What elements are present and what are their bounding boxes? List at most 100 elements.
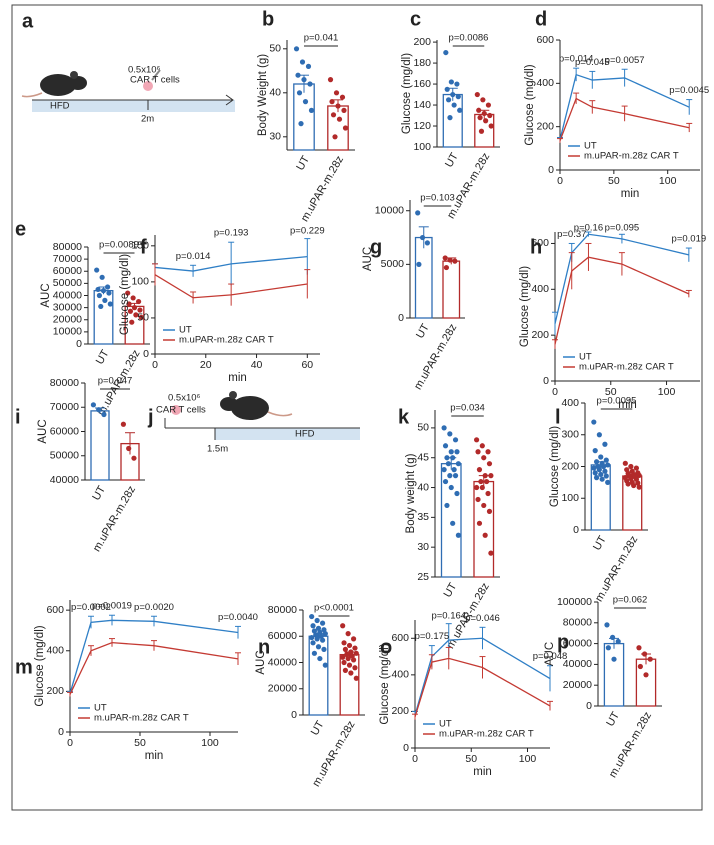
x-tick-label: UT (591, 534, 609, 553)
data-point (315, 644, 322, 650)
data-point (483, 118, 489, 124)
y-tick-label: 100 (561, 492, 579, 504)
x-tick-label: UT (90, 484, 108, 503)
y-axis-label: Glucose (mg/dl) (379, 643, 391, 724)
data-point (481, 502, 487, 509)
data-point (625, 481, 631, 487)
data-point (477, 115, 483, 121)
data-point (633, 465, 640, 471)
data-point (591, 419, 597, 425)
data-point (130, 295, 136, 301)
data-point (352, 665, 358, 671)
y-tick-label: 60000 (563, 637, 592, 649)
injection (143, 81, 153, 91)
data-point (592, 448, 598, 454)
y-axis-label: AUC (544, 642, 556, 666)
data-point (342, 125, 349, 131)
y-tick-label: 100000 (557, 596, 592, 608)
y-tick-label: 50000 (50, 450, 79, 462)
p-value: p=0.103 (420, 193, 455, 204)
data-point (447, 115, 453, 121)
y-tick-label: 40000 (53, 289, 82, 301)
data-point (450, 520, 456, 526)
data-point (344, 652, 350, 658)
data-point (448, 449, 454, 455)
data-point (442, 443, 449, 449)
panel-letter: n (258, 636, 270, 658)
y-tick-label: 0 (143, 348, 149, 360)
data-point (106, 290, 112, 296)
schematic-a: a 0.5x10⁶ CAR T cells HFD 2m (21, 10, 235, 125)
data-point (319, 620, 326, 626)
y-tick-label: 60000 (53, 265, 82, 277)
data-point (643, 672, 649, 678)
y-tick-label: 0 (76, 338, 82, 350)
y-tick-label: 80000 (53, 241, 82, 253)
data-point (131, 455, 137, 461)
p-value: p=0.019 (672, 234, 707, 245)
data-point (602, 441, 608, 447)
data-point (295, 72, 301, 78)
y-tick-label: 200 (46, 685, 64, 697)
y-tick-label: 40000 (50, 474, 79, 486)
panel-letter: c (410, 8, 421, 30)
bar (603, 642, 625, 707)
data-point (478, 128, 485, 134)
y-axis-label: Glucose (mg/dl) (119, 254, 131, 335)
y-tick-label: 0 (403, 742, 409, 754)
x-tick-label: UT (442, 581, 460, 600)
x-axis-label: min (618, 399, 637, 411)
data-point (352, 645, 358, 651)
data-point (96, 292, 103, 299)
data-point (488, 473, 494, 479)
arrow-head (225, 94, 234, 106)
data-point (317, 655, 323, 662)
p-value: p=0.16 (574, 223, 603, 234)
data-point (599, 476, 605, 482)
data-point (126, 301, 132, 307)
data-point (488, 123, 494, 129)
y-tick-label: 30000 (53, 301, 82, 313)
x-tick-label: 0 (67, 737, 73, 749)
data-point (444, 502, 450, 509)
data-point (474, 437, 480, 443)
y-tick-label: 30 (269, 131, 281, 143)
data-point (476, 467, 483, 473)
p-value: p=0.0057 (605, 55, 645, 66)
p-value: p<0.0001 (314, 603, 354, 614)
data-point (307, 81, 313, 87)
data-point (447, 431, 453, 437)
data-point (636, 484, 642, 490)
data-point (348, 649, 354, 655)
p-value: p=0.175 (415, 631, 450, 642)
y-tick-label: 200 (413, 36, 431, 48)
y-tick-label: 400 (561, 397, 579, 409)
p-value: p=0.37 (557, 229, 586, 240)
panel-letter: o (380, 636, 392, 658)
data-point (636, 645, 642, 651)
y-tick-label: 140 (413, 99, 431, 111)
data-point (636, 472, 642, 478)
schematic-j: j 0.5x10⁶ CAR T cells HFD 1.5m (147, 391, 360, 455)
legend-label: UT (179, 325, 192, 336)
y-axis-label: Glucose (mg/dl) (549, 426, 561, 507)
y-tick-label: 80000 (268, 604, 297, 616)
p-value: p=0.046 (465, 613, 500, 624)
data-point (452, 258, 458, 264)
y-axis-label: Glucose (mg/dl) (401, 53, 413, 134)
y-tick-label: 20000 (53, 314, 82, 326)
x-tick-label: 50 (134, 737, 146, 749)
y-tick-label: 600 (531, 237, 549, 249)
data-point (330, 112, 337, 118)
data-point (455, 461, 461, 467)
y-tick-label: 0 (573, 524, 579, 536)
cells: CAR T cells (130, 75, 180, 86)
y-tick-label: 180 (413, 57, 431, 69)
x-tick-label: UT (294, 154, 312, 173)
data-point (457, 107, 463, 113)
p-value: p=0.062 (613, 595, 648, 606)
y-tick-label: 70000 (53, 253, 82, 265)
y-tick-label: 20000 (563, 679, 592, 691)
panel-letter: b (262, 8, 274, 30)
p-value: p=0.034 (450, 403, 485, 414)
